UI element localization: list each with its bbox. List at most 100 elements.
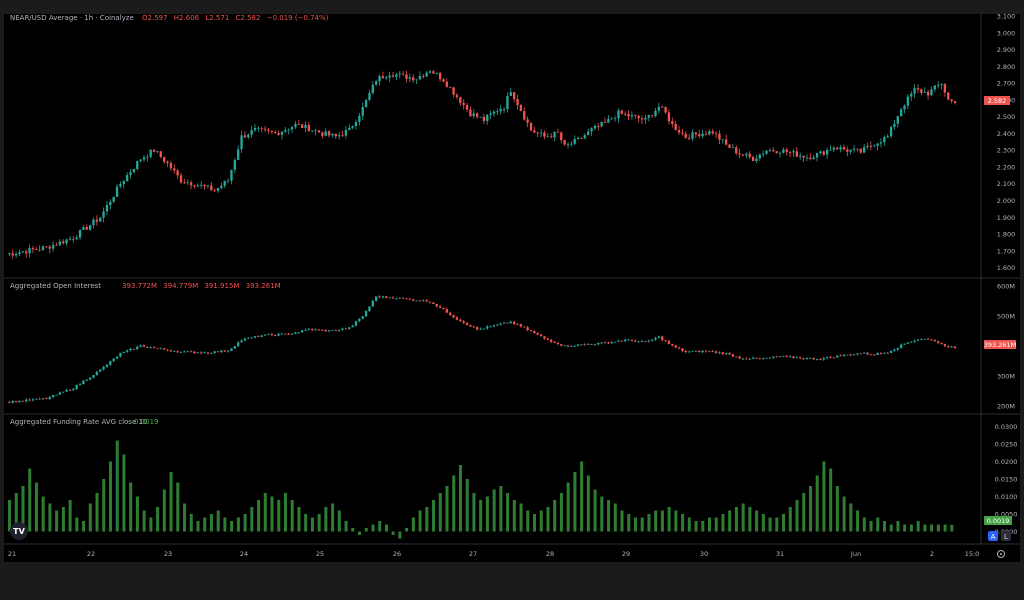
price-candle: [253, 127, 257, 131]
funding-bar: [176, 482, 180, 532]
price-candle: [105, 205, 109, 212]
oi-candle: [435, 303, 438, 307]
oi-candle: [768, 357, 772, 359]
oi-candle: [899, 344, 903, 348]
oi-candle: [607, 342, 610, 344]
price-candle: [300, 124, 304, 129]
oi-candle: [661, 336, 664, 341]
price-candle: [923, 91, 926, 93]
time-axis[interactable]: 21 22 23 24 25 26 27 28 29 30 31 Jun 2 15:0: [8, 550, 979, 558]
funding-bar: [546, 507, 550, 532]
oi-candle: [223, 350, 226, 352]
oi-candle: [8, 402, 11, 403]
oi-candle: [617, 340, 620, 342]
oi-candle: [795, 357, 799, 359]
price-candle: [482, 116, 486, 121]
oi-candle: [374, 296, 378, 301]
price-candle: [479, 116, 482, 118]
funding-bar: [936, 524, 940, 532]
price-tick-label: 1.700: [997, 247, 1016, 255]
price-candle: [617, 110, 620, 119]
funding-bar: [654, 510, 658, 532]
price-candle: [115, 186, 119, 197]
oi-candle: [667, 341, 671, 344]
oi-candle: [284, 333, 287, 335]
oi-candle: [543, 336, 546, 339]
price-candle: [294, 123, 297, 128]
price-candle: [718, 133, 721, 140]
price-candle: [159, 151, 162, 158]
price-candle: [896, 116, 899, 124]
price-candle: [667, 112, 671, 122]
oi-candle: [923, 338, 926, 340]
price-legend-values: O2.597 H2.606 L2.571 C2.582 −0.019 (−0.7…: [142, 14, 329, 22]
price-candle: [462, 103, 465, 106]
oi-candle: [62, 391, 65, 393]
auto-scale-button[interactable]: [988, 531, 998, 541]
oi-candle: [317, 329, 321, 331]
funding-bar: [277, 500, 281, 532]
price-candle: [543, 132, 546, 137]
funding-bar: [896, 521, 900, 532]
oi-candle: [681, 348, 684, 351]
oi-candle: [873, 354, 876, 356]
price-candle: [435, 73, 438, 74]
price-candle: [193, 185, 196, 187]
oi-tick-label: 200M: [997, 403, 1015, 411]
funding-bar: [82, 521, 86, 532]
oi-candle: [41, 398, 45, 400]
oi-candle: [226, 350, 230, 352]
tradingview-logo-icon[interactable]: [10, 522, 28, 540]
oi-candle: [556, 342, 560, 345]
oi-candle: [765, 357, 768, 359]
price-candle: [139, 159, 142, 162]
price-legend-title: NEAR/USD Average · 1h · Coinalyze: [10, 14, 134, 22]
oi-candle: [711, 351, 714, 353]
price-candle: [28, 248, 31, 254]
oi-candle: [189, 351, 193, 353]
settings-icon[interactable]: [997, 550, 1005, 558]
funding-bar: [196, 521, 200, 532]
funding-bar: [512, 500, 516, 532]
funding-bar: [331, 503, 335, 532]
oi-candle: [179, 351, 183, 353]
funding-bar: [869, 521, 873, 532]
funding-bar: [472, 493, 476, 532]
pane-dividers: [4, 14, 1020, 545]
price-candle: [243, 135, 247, 138]
oi-candle: [782, 355, 785, 357]
price-candle: [893, 123, 896, 127]
funding-bar: [701, 521, 705, 532]
oi-candle: [701, 350, 704, 353]
price-candle: [876, 143, 879, 146]
oi-legend-title: Aggregated Open Interest: [10, 282, 101, 290]
price-candle: [445, 81, 449, 87]
price-candle: [906, 96, 910, 106]
oi-candle: [274, 335, 277, 336]
price-candle: [65, 239, 68, 244]
oi-candle: [465, 322, 469, 326]
oi-candle: [815, 359, 819, 360]
price-candle: [647, 115, 650, 118]
price-candle: [661, 106, 664, 108]
oi-candle: [529, 330, 533, 332]
oi-candle: [391, 297, 395, 299]
price-candle: [99, 217, 102, 222]
oi-candle: [587, 344, 590, 346]
funding-bar: [647, 514, 651, 532]
funding-bar: [526, 510, 530, 532]
price-candle: [731, 147, 735, 149]
oi-candle: [344, 328, 348, 330]
oi-candle: [307, 329, 311, 331]
funding-bar: [808, 486, 812, 532]
oi-candle: [257, 336, 260, 337]
oi-candle: [684, 350, 687, 353]
oi-candle: [950, 346, 953, 348]
price-candle: [677, 129, 681, 133]
price-candle: [839, 147, 842, 150]
price-candle: [418, 76, 422, 80]
oi-candle: [28, 399, 31, 401]
log-scale-button[interactable]: [1001, 531, 1011, 541]
oi-candle: [741, 358, 745, 360]
price-candle: [371, 84, 374, 94]
